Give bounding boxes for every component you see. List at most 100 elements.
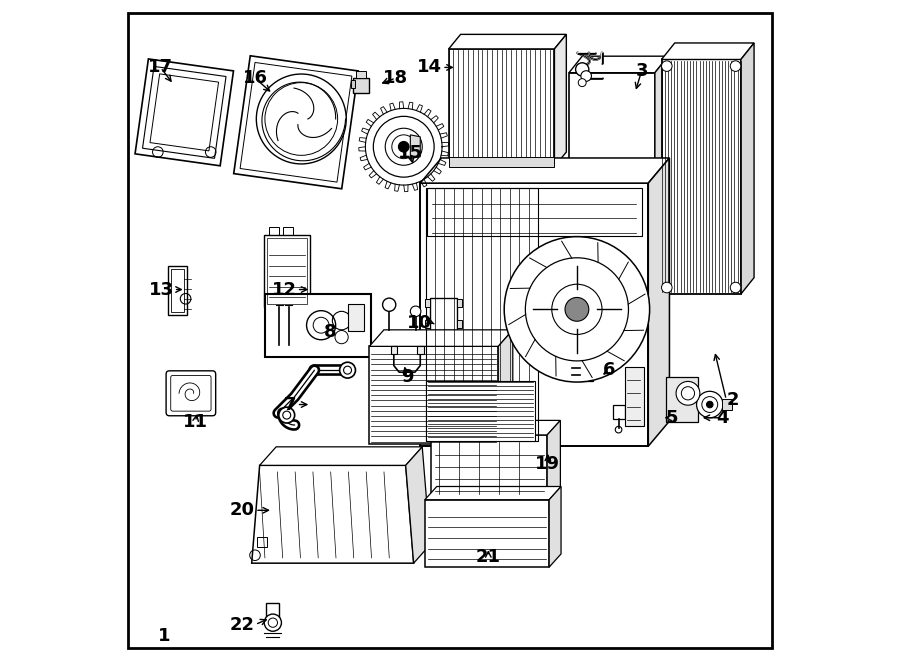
Polygon shape [449, 34, 566, 49]
Circle shape [399, 141, 409, 152]
Bar [613, 405, 626, 419]
Polygon shape [549, 486, 561, 567]
Circle shape [410, 306, 421, 317]
Circle shape [265, 614, 282, 631]
Bar [347, 304, 365, 330]
Bar [267, 238, 307, 304]
Bar [662, 59, 741, 294]
Polygon shape [499, 330, 513, 444]
Polygon shape [259, 447, 422, 465]
Circle shape [730, 61, 741, 71]
Bar [369, 346, 499, 444]
Polygon shape [425, 486, 561, 500]
Text: 11: 11 [183, 412, 208, 431]
Text: 8: 8 [323, 323, 336, 341]
Circle shape [662, 282, 672, 293]
Circle shape [580, 71, 591, 81]
Circle shape [256, 74, 346, 164]
Bar [569, 73, 655, 225]
Text: 4: 4 [716, 408, 729, 427]
Bar [265, 294, 371, 357]
Bar [391, 346, 397, 354]
Bar [431, 435, 547, 501]
FancyBboxPatch shape [166, 371, 216, 416]
Circle shape [279, 407, 294, 423]
Bar [257, 537, 267, 547]
Text: 18: 18 [383, 69, 409, 87]
Circle shape [504, 237, 650, 382]
Circle shape [697, 391, 723, 418]
Bar [168, 266, 187, 315]
Text: 9: 9 [400, 368, 413, 386]
Bar [427, 188, 642, 236]
Polygon shape [648, 158, 670, 446]
Text: 14: 14 [417, 58, 442, 77]
Polygon shape [431, 420, 561, 435]
Text: 5: 5 [665, 408, 678, 427]
Polygon shape [410, 135, 420, 159]
Bar [426, 188, 538, 441]
Circle shape [339, 362, 356, 378]
Polygon shape [741, 43, 754, 294]
Text: 3: 3 [635, 61, 648, 80]
Bar [351, 80, 355, 88]
Bar [449, 49, 554, 167]
Circle shape [730, 282, 741, 293]
Text: 17: 17 [148, 58, 173, 77]
Text: 6: 6 [602, 361, 615, 379]
Polygon shape [369, 330, 513, 346]
Bar [722, 399, 732, 410]
Text: 19: 19 [536, 455, 561, 473]
Polygon shape [655, 56, 668, 225]
Text: 21: 21 [476, 547, 500, 566]
Polygon shape [420, 158, 670, 183]
Bar [171, 269, 184, 312]
Text: 22: 22 [230, 615, 255, 634]
Bar [426, 381, 535, 441]
Text: 15: 15 [398, 144, 423, 163]
Bar [580, 363, 593, 381]
Circle shape [578, 79, 586, 87]
Bar [356, 71, 366, 78]
Bar [430, 298, 456, 330]
Bar [425, 299, 430, 307]
Bar [264, 235, 310, 307]
Text: 10: 10 [407, 313, 431, 332]
Polygon shape [554, 34, 566, 167]
Circle shape [526, 258, 628, 361]
Bar [420, 183, 648, 446]
Text: 12: 12 [272, 280, 297, 299]
Circle shape [307, 311, 336, 340]
Polygon shape [135, 59, 233, 166]
Polygon shape [547, 420, 561, 501]
Text: 16: 16 [242, 69, 267, 87]
Polygon shape [569, 56, 668, 73]
Bar [269, 227, 279, 235]
Bar [456, 320, 462, 328]
Bar [425, 320, 430, 328]
Circle shape [374, 116, 434, 177]
Polygon shape [406, 447, 430, 563]
Bar [353, 78, 369, 93]
Bar [456, 299, 462, 307]
Text: 2: 2 [726, 391, 739, 409]
Polygon shape [252, 465, 414, 563]
Bar [266, 603, 280, 619]
Bar [425, 500, 549, 567]
Text: 20: 20 [230, 501, 255, 520]
Polygon shape [234, 56, 358, 189]
Circle shape [706, 401, 713, 408]
Circle shape [576, 63, 589, 76]
Text: 13: 13 [148, 280, 174, 299]
Bar [626, 367, 644, 426]
Polygon shape [662, 43, 754, 59]
Bar [449, 157, 554, 167]
Text: 7: 7 [284, 395, 297, 414]
Text: 1: 1 [158, 627, 171, 645]
Bar [666, 377, 698, 422]
Circle shape [662, 61, 672, 71]
Bar [284, 227, 293, 235]
Bar [417, 346, 424, 354]
Circle shape [382, 298, 396, 311]
Circle shape [565, 297, 589, 321]
